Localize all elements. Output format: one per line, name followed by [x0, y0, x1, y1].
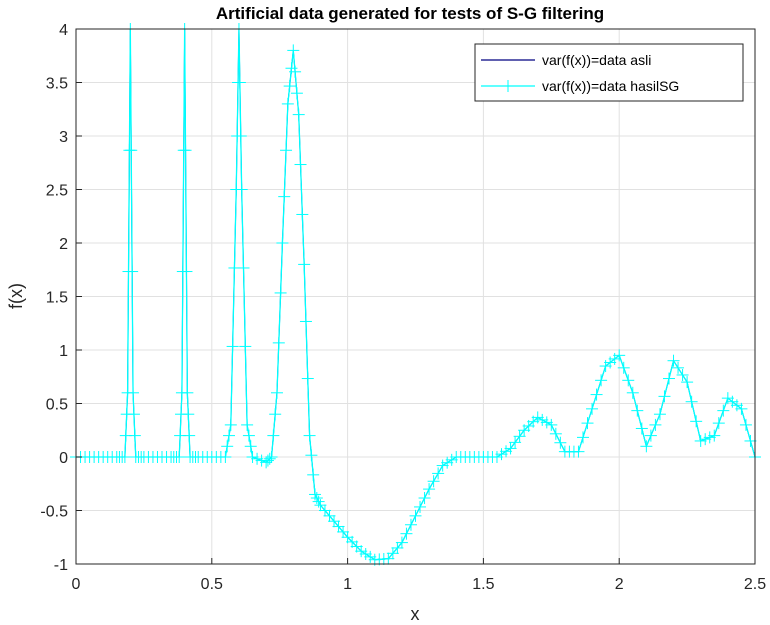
- y-tick-label: 2.5: [46, 183, 68, 200]
- series-markers-1: [70, 23, 761, 566]
- legend-label-data-hasilsg: var(f(x))=data hasilSG: [542, 78, 679, 94]
- y-tick-label: 3: [59, 129, 68, 146]
- y-axis-label: f(x): [6, 283, 26, 309]
- y-tick-label: 3.5: [46, 76, 68, 93]
- legend: var(f(x))=data asli var(f(x))=data hasil…: [474, 43, 744, 102]
- tick-labels: 0 0.5 1 1.5 2 2.5 -1 -0.5 0 0.5 1 1.5 2 2.5 3 3.5 4: [40, 22, 766, 593]
- y-tick-label: 2: [59, 236, 68, 253]
- x-tick-label: 1: [343, 576, 352, 593]
- legend-label-data-asli: var(f(x))=data asli: [542, 52, 651, 68]
- x-tick-label: 0.5: [201, 576, 223, 593]
- series-group: [70, 23, 761, 566]
- x-axis-label: x: [411, 604, 420, 624]
- legend-marker-data-hasilsg: [502, 80, 514, 92]
- chart-title: Artificial data generated for tests of S…: [216, 4, 604, 23]
- x-tick-label: 1.5: [472, 576, 494, 593]
- x-tick-label: 2.5: [744, 576, 766, 593]
- x-tick-label: 2: [615, 576, 624, 593]
- y-tick-label: 0.5: [46, 397, 68, 414]
- legend-box: [474, 43, 744, 102]
- y-tick-label: -0.5: [40, 504, 68, 521]
- x-tick-label: 0: [72, 576, 81, 593]
- y-tick-label: 0: [59, 450, 68, 467]
- y-tick-label: 4: [59, 22, 68, 39]
- y-tick-label: -1: [54, 557, 68, 574]
- y-tick-label: 1: [59, 343, 68, 360]
- y-tick-label: 1.5: [46, 290, 68, 307]
